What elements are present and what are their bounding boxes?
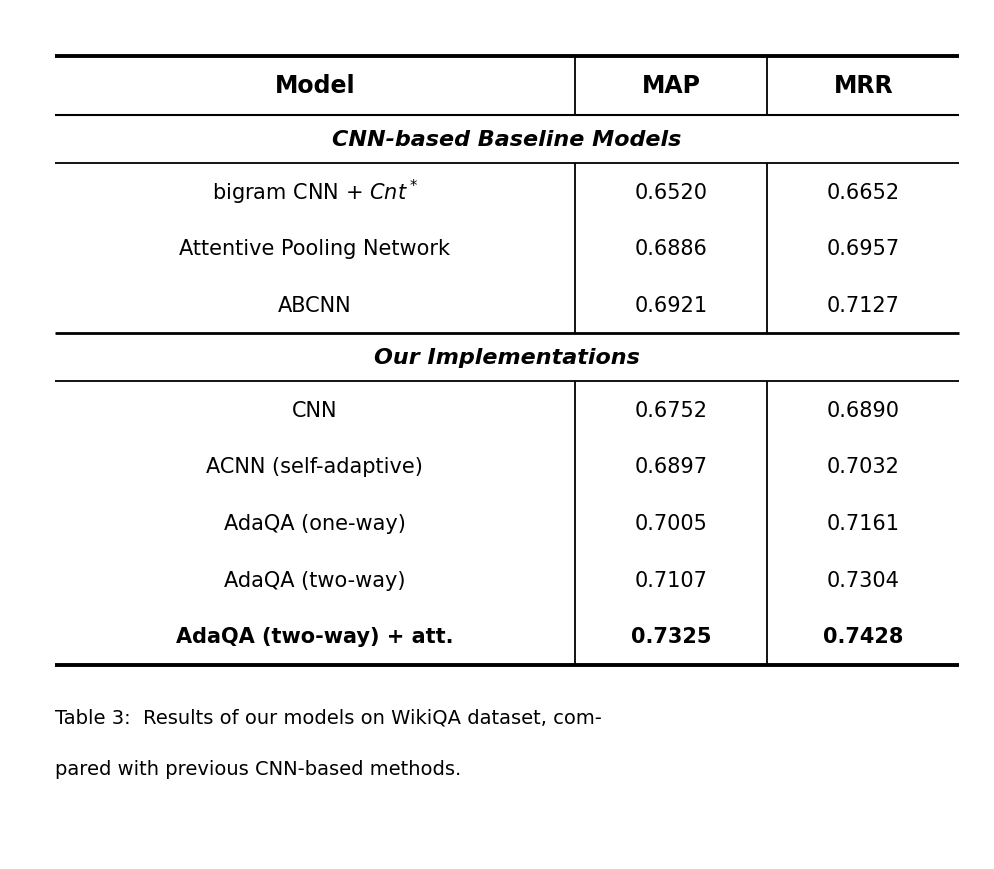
- Text: 0.7005: 0.7005: [635, 514, 708, 534]
- Text: Model: Model: [274, 74, 355, 98]
- Text: 0.6520: 0.6520: [634, 182, 708, 202]
- Text: Our Implementations: Our Implementations: [374, 348, 640, 368]
- Text: 0.6890: 0.6890: [827, 400, 900, 420]
- Text: CNN-based Baseline Models: CNN-based Baseline Models: [332, 130, 682, 150]
- Text: 0.6897: 0.6897: [634, 457, 708, 477]
- Text: 0.6886: 0.6886: [635, 239, 708, 259]
- Text: AdaQA (two-way) + att.: AdaQA (two-way) + att.: [176, 627, 453, 647]
- Text: pared with previous CNN-based methods.: pared with previous CNN-based methods.: [55, 760, 461, 779]
- Text: CNN: CNN: [292, 400, 338, 420]
- Text: 0.7325: 0.7325: [631, 627, 712, 647]
- Text: Table 3:  Results of our models on WikiQA dataset, com-: Table 3: Results of our models on WikiQA…: [55, 707, 601, 726]
- Text: AdaQA (two-way): AdaQA (two-way): [224, 570, 406, 590]
- Text: 0.7428: 0.7428: [823, 627, 904, 647]
- Text: 0.6752: 0.6752: [634, 400, 708, 420]
- Text: 0.7304: 0.7304: [827, 570, 900, 590]
- Text: 0.7127: 0.7127: [827, 295, 900, 315]
- Text: 0.6652: 0.6652: [827, 182, 900, 202]
- Text: MAP: MAP: [641, 74, 701, 98]
- Text: ACNN (self-adaptive): ACNN (self-adaptive): [207, 457, 423, 477]
- Text: bigram CNN + $\mathit{Cnt}^*$: bigram CNN + $\mathit{Cnt}^*$: [212, 177, 417, 207]
- Text: MRR: MRR: [834, 74, 894, 98]
- Text: 0.7032: 0.7032: [827, 457, 900, 477]
- Text: AdaQA (one-way): AdaQA (one-way): [224, 514, 406, 534]
- Text: 0.6957: 0.6957: [827, 239, 900, 259]
- Text: ABCNN: ABCNN: [278, 295, 352, 315]
- Text: Attentive Pooling Network: Attentive Pooling Network: [179, 239, 450, 259]
- Text: 0.7107: 0.7107: [635, 570, 708, 590]
- Text: 0.7161: 0.7161: [827, 514, 900, 534]
- Text: 0.6921: 0.6921: [634, 295, 708, 315]
